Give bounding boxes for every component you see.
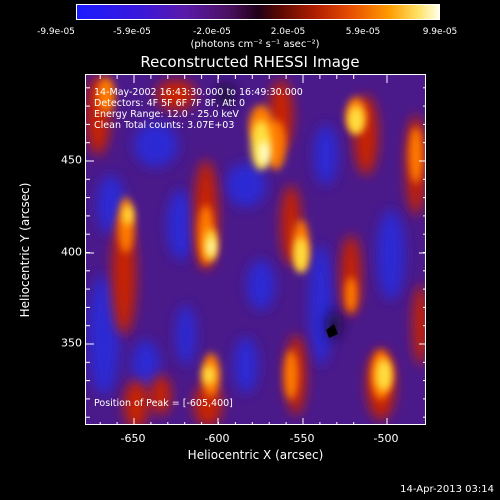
y-tick-label: 350 (61, 336, 82, 350)
colorbar-tick-label: 2.0e-05 (270, 27, 306, 37)
colorbar-tick-label: 5.9e-05 (345, 27, 381, 37)
timestamp: 14-Apr-2013 03:14 (400, 484, 494, 495)
info-energy-range: Energy Range: 12.0 - 25.0 keV (94, 109, 239, 120)
x-tick-label: -550 (289, 432, 315, 445)
x-axis-label: Heliocentric X (arcsec) (187, 448, 324, 462)
image-title: Reconstructed RHESSI Image (140, 53, 360, 71)
rhessi-image (85, 74, 426, 425)
colorbar (76, 4, 440, 20)
image-info: 14-May-2002 16:43:30.000 to 16:49:30.000… (94, 87, 303, 131)
info-counts: Clean Total counts: 3.07E+03 (94, 120, 235, 131)
peak-position: Position of Peak = [-605,400] (94, 398, 233, 409)
x-tick-label: -600 (204, 432, 230, 445)
y-tick-label: 400 (61, 245, 82, 259)
x-tick-label: -500 (373, 432, 399, 445)
colorbar-tick-label: -9.9e-05 (37, 27, 75, 37)
x-tick-label: -650 (120, 432, 146, 445)
peak-marker (326, 324, 338, 338)
colorbar-tick-label: 9.9e-05 (422, 27, 458, 37)
rhessi-image-canvas (86, 75, 425, 424)
colorbar-tick-label: -5.9e-05 (113, 27, 151, 37)
colorbar-tick-label: -2.0e-05 (193, 27, 231, 37)
y-axis-label: Heliocentric Y (arcsec) (18, 182, 32, 318)
info-detectors: Detectors: 4F 5F 6F 7F 8F, Att 0 (94, 98, 246, 109)
info-time-range: 14-May-2002 16:43:30.000 to 16:49:30.000 (94, 87, 303, 98)
y-tick-label: 450 (61, 153, 82, 167)
colorbar-unit: (photons cm⁻² s⁻¹ asec⁻²) (190, 39, 320, 50)
